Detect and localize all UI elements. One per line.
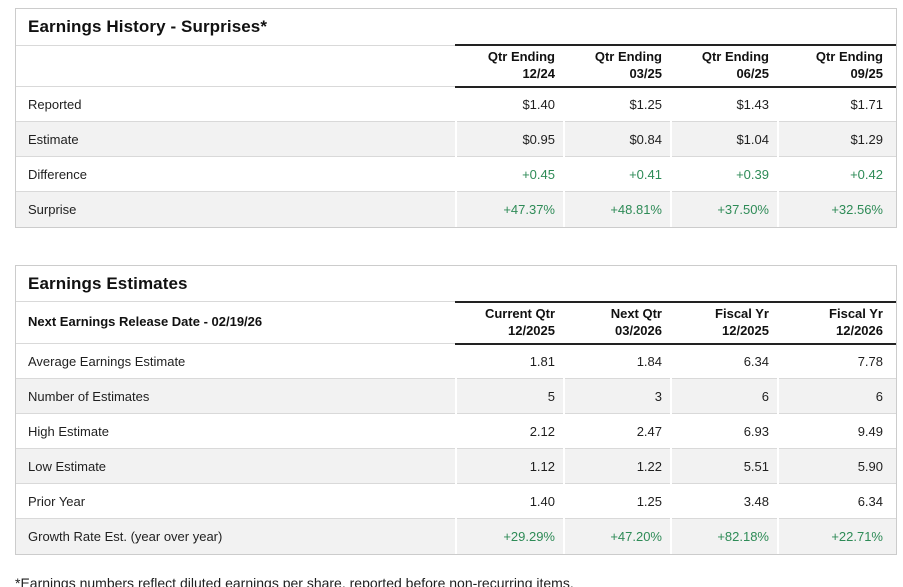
row-label: Low Estimate bbox=[16, 448, 456, 484]
row-label: Average Earnings Estimate bbox=[16, 343, 456, 379]
cell-value: 5 bbox=[455, 378, 564, 414]
cell-value: 6.93 bbox=[670, 413, 778, 449]
cell-value: $0.95 bbox=[455, 121, 564, 157]
row-label: Growth Rate Est. (year over year) bbox=[16, 518, 456, 554]
table-row-low-estimate: Low Estimate 1.12 1.22 5.51 5.90 bbox=[16, 448, 896, 484]
cell-value: 9.49 bbox=[777, 413, 896, 449]
column-header-qtr-03-25: Qtr Ending 03/25 bbox=[563, 44, 671, 88]
earnings-estimates-title: Earnings Estimates bbox=[28, 273, 188, 293]
column-header-next-qtr: Next Qtr 03/2026 bbox=[563, 300, 671, 345]
cell-value: 6 bbox=[670, 378, 778, 414]
cell-value: $0.84 bbox=[563, 121, 671, 157]
table-row-difference: Difference +0.45 +0.41 +0.39 +0.42 bbox=[16, 156, 896, 192]
row-label: High Estimate bbox=[16, 413, 456, 449]
column-header-qtr-06-25: Qtr Ending 06/25 bbox=[670, 44, 778, 88]
cell-value: 1.84 bbox=[563, 343, 671, 379]
cell-value: 1.81 bbox=[455, 343, 564, 379]
table-row-number-of-estimates: Number of Estimates 5 3 6 6 bbox=[16, 378, 896, 414]
table-row-growth-rate-est: Growth Rate Est. (year over year) +29.29… bbox=[16, 518, 896, 554]
next-earnings-release-date-header: Next Earnings Release Date - 02/19/26 bbox=[16, 301, 456, 345]
row-label: Number of Estimates bbox=[16, 378, 456, 414]
cell-value: +37.50% bbox=[670, 191, 778, 227]
earnings-estimates-table: Earnings Estimates Next Earnings Release… bbox=[15, 264, 897, 555]
cell-value: 6.34 bbox=[670, 343, 778, 379]
row-label: Estimate bbox=[16, 121, 456, 157]
table-row-high-estimate: High Estimate 2.12 2.47 6.93 9.49 bbox=[16, 413, 896, 449]
row-label: Surprise bbox=[16, 191, 456, 227]
cell-value: +0.41 bbox=[563, 156, 671, 192]
earnings-history-surprises-table: Earnings History - Surprises* Qtr Ending… bbox=[15, 8, 897, 228]
table-row-average-earnings-estimate: Average Earnings Estimate 1.81 1.84 6.34… bbox=[16, 343, 896, 379]
row-label: Prior Year bbox=[16, 483, 456, 519]
cell-value: +0.45 bbox=[455, 156, 564, 192]
cell-value: +47.20% bbox=[563, 518, 671, 554]
column-header-qtr-12-24: Qtr Ending 12/24 bbox=[455, 44, 564, 88]
cell-value: 1.12 bbox=[455, 448, 564, 484]
table-row-estimate: Estimate $0.95 $0.84 $1.04 $1.29 bbox=[16, 121, 896, 157]
cell-value: 3 bbox=[563, 378, 671, 414]
cell-value: $1.25 bbox=[563, 86, 671, 122]
row-label: Reported bbox=[16, 86, 456, 122]
cell-value: +32.56% bbox=[777, 191, 896, 227]
column-header-row: Qtr Ending 12/24 Qtr Ending 03/25 Qtr En… bbox=[16, 44, 896, 88]
table-row-reported: Reported $1.40 $1.25 $1.43 $1.71 bbox=[16, 86, 896, 122]
cell-value: $1.43 bbox=[670, 86, 778, 122]
column-header-fiscal-yr-2026: Fiscal Yr 12/2026 bbox=[777, 300, 896, 345]
cell-value: $1.29 bbox=[777, 121, 896, 157]
cell-value: +47.37% bbox=[455, 191, 564, 227]
cell-value: $1.71 bbox=[777, 86, 896, 122]
cell-value: +29.29% bbox=[455, 518, 564, 554]
table-row-prior-year: Prior Year 1.40 1.25 3.48 6.34 bbox=[16, 483, 896, 519]
column-header-fiscal-yr-2025: Fiscal Yr 12/2025 bbox=[670, 300, 778, 345]
earnings-history-title: Earnings History - Surprises* bbox=[28, 17, 268, 36]
row-label: Difference bbox=[16, 156, 456, 192]
earnings-history-grid: Qtr Ending 12/24 Qtr Ending 03/25 Qtr En… bbox=[16, 44, 896, 227]
earnings-footnote: *Earnings numbers reflect diluted earnin… bbox=[15, 574, 574, 587]
label-column-header bbox=[16, 44, 456, 88]
cell-value: 5.51 bbox=[670, 448, 778, 484]
cell-value: 6.34 bbox=[777, 483, 896, 519]
cell-value: 3.48 bbox=[670, 483, 778, 519]
cell-value: 7.78 bbox=[777, 343, 896, 379]
cell-value: +0.42 bbox=[777, 156, 896, 192]
cell-value: 2.12 bbox=[455, 413, 564, 449]
cell-value: 1.40 bbox=[455, 483, 564, 519]
column-header-row: Next Earnings Release Date - 02/19/26 Cu… bbox=[16, 300, 896, 345]
table-row-surprise: Surprise +47.37% +48.81% +37.50% +32.56% bbox=[16, 191, 896, 227]
cell-value: 6 bbox=[777, 378, 896, 414]
cell-value: $1.40 bbox=[455, 86, 564, 122]
cell-value: +0.39 bbox=[670, 156, 778, 192]
cell-value: +22.71% bbox=[777, 518, 896, 554]
cell-value: 5.90 bbox=[777, 448, 896, 484]
cell-value: 1.22 bbox=[563, 448, 671, 484]
column-header-qtr-09-25: Qtr Ending 09/25 bbox=[777, 44, 896, 88]
column-header-current-qtr: Current Qtr 12/2025 bbox=[455, 300, 564, 345]
cell-value: +48.81% bbox=[563, 191, 671, 227]
cell-value: +82.18% bbox=[670, 518, 778, 554]
cell-value: 1.25 bbox=[563, 483, 671, 519]
cell-value: $1.04 bbox=[670, 121, 778, 157]
earnings-estimates-grid: Next Earnings Release Date - 02/19/26 Cu… bbox=[16, 300, 896, 554]
cell-value: 2.47 bbox=[563, 413, 671, 449]
